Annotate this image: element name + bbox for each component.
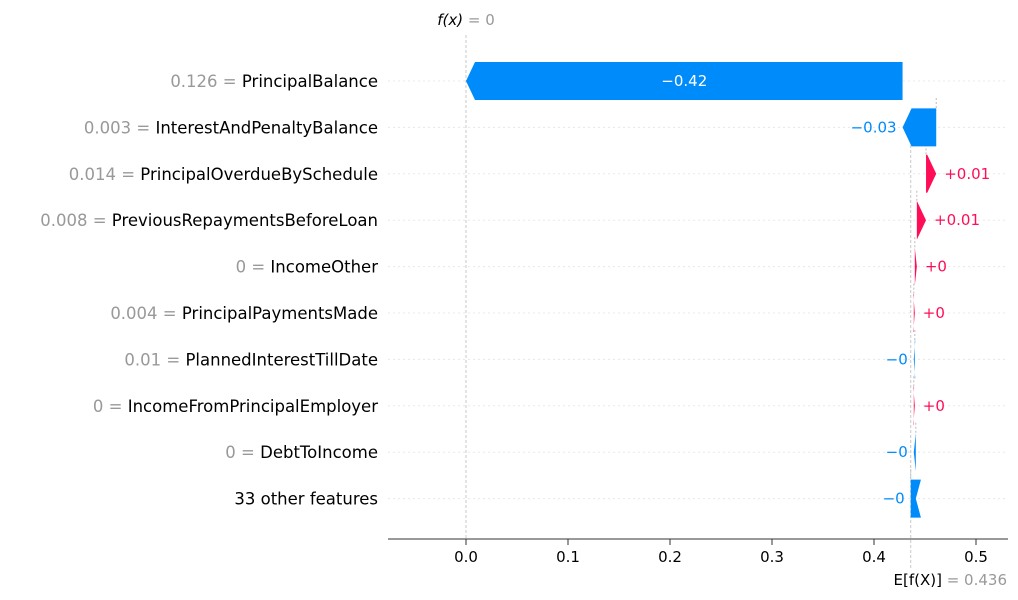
- contribution-label: −0: [886, 443, 908, 461]
- feature-labels: 0.126 = PrincipalBalance 0.003 = Interest…: [40, 72, 378, 509]
- x-tick-label: 0.0: [454, 548, 478, 566]
- base-value-text: = 0.436: [947, 571, 1007, 589]
- contribution-label: −0.03: [851, 118, 897, 136]
- contribution-bars: −0.42 −0.03 +0.01 +0.01 +0 +0 −0 +0 −0 −0: [466, 62, 990, 518]
- x-tick-label: 0.2: [658, 548, 682, 566]
- contribution-label: +0.01: [934, 211, 980, 229]
- contribution-label: +0: [923, 304, 945, 322]
- contribution-label: −0.42: [661, 72, 707, 90]
- negative-contribution-bar: [466, 62, 903, 100]
- contribution-label: +0: [925, 258, 947, 276]
- feature-value: 0.008 =: [40, 211, 112, 230]
- negative-contribution-bar: [913, 433, 916, 472]
- feature-name: 33 other features: [234, 490, 378, 509]
- x-axis: 0.0 0.1 0.2 0.3 0.4 0.5: [388, 538, 1008, 566]
- feature-name: IncomeFromPrincipalEmployer: [128, 397, 378, 416]
- feature-name: PrincipalBalance: [242, 72, 378, 91]
- positive-contribution-bar: [914, 247, 917, 286]
- feature-name: PreviousRepaymentsBeforeLoan: [112, 211, 378, 230]
- base-value-label: E[f(X)]: [893, 571, 941, 589]
- fx-header: f(x) = 0: [437, 11, 495, 29]
- contribution-label: −0: [883, 490, 905, 508]
- feature-value: 0.014 =: [69, 165, 141, 184]
- positive-contribution-bar: [913, 386, 915, 425]
- feature-value: 0.01 =: [124, 350, 185, 369]
- x-tick-label: 0.1: [556, 548, 580, 566]
- negative-contribution-bar: [913, 340, 916, 379]
- feature-value: 0 =: [225, 443, 260, 462]
- feature-label: 0 = IncomeFromPrincipalEmployer: [93, 397, 378, 416]
- feature-label: 0.01 = PlannedInterestTillDate: [124, 350, 378, 369]
- positive-contribution-bar: [916, 201, 927, 240]
- x-tick-label: 0.5: [964, 548, 988, 566]
- feature-label: 0 = IncomeOther: [236, 258, 379, 277]
- positive-contribution-bar: [913, 294, 915, 332]
- feature-label: 0.014 = PrincipalOverdueBySchedule: [69, 165, 378, 184]
- feature-name: IncomeOther: [270, 258, 378, 277]
- feature-name: PrincipalPaymentsMade: [182, 304, 378, 323]
- contribution-label: +0: [923, 397, 945, 415]
- reference-lines: [465, 35, 937, 570]
- feature-value: 0.126 =: [170, 72, 242, 91]
- feature-name: InterestAndPenaltyBalance: [155, 118, 378, 137]
- feature-name: PlannedInterestTillDate: [185, 350, 378, 369]
- feature-value: 0.003 =: [84, 118, 156, 137]
- feature-label: 0.004 = PrincipalPaymentsMade: [110, 304, 378, 323]
- negative-contribution-bar: [902, 108, 937, 147]
- contribution-label: −0: [886, 350, 908, 368]
- feature-value: 0 =: [236, 258, 271, 277]
- feature-name: DebtToIncome: [260, 443, 378, 462]
- feature-label: 33 other features: [234, 490, 378, 509]
- x-tick-label: 0.4: [862, 548, 886, 566]
- positive-contribution-bar: [926, 154, 937, 193]
- contribution-label: +0.01: [944, 165, 990, 183]
- feature-label: 0.008 = PreviousRepaymentsBeforeLoan: [40, 211, 378, 230]
- feature-label: 0 = DebtToIncome: [225, 443, 378, 462]
- fx-label: f(x): [437, 11, 463, 29]
- negative-contribution-bar: [910, 479, 921, 518]
- feature-value: 0.004 =: [110, 304, 182, 323]
- base-value-footer: E[f(X)] = 0.436: [893, 571, 1007, 589]
- x-tick-label: 0.3: [760, 548, 784, 566]
- fx-value: = 0: [468, 11, 495, 29]
- feature-value: 0 =: [93, 397, 128, 416]
- feature-label: 0.126 = PrincipalBalance: [170, 72, 378, 91]
- feature-label: 0.003 = InterestAndPenaltyBalance: [84, 118, 378, 137]
- feature-name: PrincipalOverdueBySchedule: [140, 165, 378, 184]
